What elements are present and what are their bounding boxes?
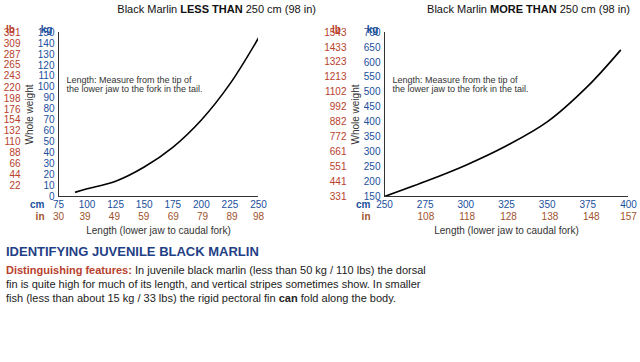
svg-text:325: 325 bbox=[498, 199, 515, 210]
svg-text:350: 350 bbox=[364, 131, 381, 142]
svg-text:88: 88 bbox=[9, 147, 21, 158]
svg-text:89: 89 bbox=[226, 211, 238, 222]
svg-text:265: 265 bbox=[4, 59, 21, 70]
svg-text:39: 39 bbox=[79, 211, 91, 222]
svg-text:331: 331 bbox=[330, 191, 347, 202]
svg-text:992: 992 bbox=[330, 101, 347, 112]
svg-text:kg: kg bbox=[41, 24, 53, 35]
svg-text:661: 661 bbox=[330, 146, 347, 157]
svg-text:125: 125 bbox=[107, 199, 124, 210]
svg-text:250: 250 bbox=[376, 199, 393, 210]
svg-text:0: 0 bbox=[48, 190, 55, 202]
svg-text:375: 375 bbox=[579, 199, 596, 210]
svg-text:110: 110 bbox=[5, 136, 21, 147]
svg-text:157: 157 bbox=[620, 211, 637, 222]
svg-text:80: 80 bbox=[43, 103, 55, 114]
svg-text:176: 176 bbox=[4, 103, 21, 114]
svg-text:650: 650 bbox=[364, 42, 381, 53]
svg-text:450: 450 bbox=[364, 101, 381, 112]
svg-text:cm: cm bbox=[30, 199, 45, 210]
svg-text:10: 10 bbox=[43, 180, 55, 191]
svg-text:59: 59 bbox=[138, 211, 150, 222]
svg-text:350: 350 bbox=[539, 199, 556, 210]
svg-text:44: 44 bbox=[9, 169, 21, 180]
svg-text:Whole weight: Whole weight bbox=[350, 84, 361, 144]
svg-text:Length: Measure from the tip o: Length: Measure from the tip ofthe lower… bbox=[393, 75, 529, 94]
svg-text:Length (lower jaw to caudal fo: Length (lower jaw to caudal fork) bbox=[434, 225, 579, 236]
svg-text:90: 90 bbox=[43, 92, 55, 103]
svg-text:600: 600 bbox=[364, 57, 381, 68]
html-text:Distinguishing features: In ju: Distinguishing features: In juvenile bla… bbox=[6, 264, 426, 304]
svg-text:lb: lb bbox=[332, 24, 341, 35]
svg-text:100: 100 bbox=[38, 81, 55, 92]
svg-text:243: 243 bbox=[4, 70, 21, 81]
svg-text:1102: 1102 bbox=[325, 86, 347, 97]
svg-text:lb: lb bbox=[6, 24, 15, 35]
svg-text:300: 300 bbox=[364, 146, 381, 157]
svg-text:30: 30 bbox=[53, 211, 65, 222]
svg-text:98: 98 bbox=[253, 211, 265, 222]
svg-text:138: 138 bbox=[542, 211, 559, 222]
svg-text:148: 148 bbox=[583, 211, 600, 222]
svg-text:79: 79 bbox=[197, 211, 209, 222]
svg-text:1433: 1433 bbox=[324, 42, 347, 53]
svg-text:250: 250 bbox=[250, 199, 267, 210]
svg-text:154: 154 bbox=[4, 114, 21, 125]
svg-text:100: 100 bbox=[79, 199, 96, 210]
svg-text:128: 128 bbox=[500, 211, 517, 222]
svg-text:150: 150 bbox=[363, 190, 381, 202]
svg-text:75: 75 bbox=[53, 199, 65, 210]
html-text:Black Marlin LESS THAN 250 cm: Black Marlin LESS THAN 250 cm (98 in) bbox=[117, 3, 316, 15]
svg-text:Length: Measure from the tip o: Length: Measure from the tip ofthe lower… bbox=[67, 75, 203, 94]
svg-text:118: 118 bbox=[459, 211, 475, 222]
svg-text:882: 882 bbox=[330, 116, 347, 127]
svg-text:108: 108 bbox=[418, 211, 435, 222]
svg-text:Length (lower jaw to caudal fo: Length (lower jaw to caudal fork) bbox=[86, 225, 231, 236]
svg-text:200: 200 bbox=[193, 199, 210, 210]
svg-text:70: 70 bbox=[43, 114, 55, 125]
svg-text:132: 132 bbox=[4, 125, 21, 136]
svg-text:250: 250 bbox=[364, 161, 381, 172]
svg-text:309: 309 bbox=[4, 38, 21, 49]
svg-text:772: 772 bbox=[330, 131, 347, 142]
svg-text:500: 500 bbox=[364, 86, 381, 97]
html-text:Black Marlin MORE THAN 250 cm: Black Marlin MORE THAN 250 cm (98 in) bbox=[427, 3, 630, 15]
svg-text:49: 49 bbox=[109, 211, 121, 222]
svg-text:22: 22 bbox=[9, 180, 21, 191]
svg-text:198: 198 bbox=[4, 93, 21, 104]
svg-text:200: 200 bbox=[364, 176, 381, 187]
svg-text:30: 30 bbox=[43, 158, 55, 169]
svg-text:1213: 1213 bbox=[324, 71, 347, 82]
svg-text:140: 140 bbox=[38, 38, 55, 49]
svg-text:225: 225 bbox=[222, 199, 239, 210]
svg-text:175: 175 bbox=[164, 199, 181, 210]
svg-text:40: 40 bbox=[43, 147, 55, 158]
svg-text:220: 220 bbox=[4, 82, 21, 93]
svg-text:cm: cm bbox=[356, 199, 371, 210]
svg-text:150: 150 bbox=[136, 199, 153, 210]
html-text:IDENTIFYING JUVENILE BLACK MAR: IDENTIFYING JUVENILE BLACK MARLIN bbox=[6, 244, 259, 259]
svg-text:1323: 1323 bbox=[324, 56, 347, 67]
svg-text:400: 400 bbox=[620, 199, 637, 210]
svg-text:441: 441 bbox=[330, 176, 347, 187]
svg-text:in: in bbox=[362, 211, 371, 222]
svg-text:130: 130 bbox=[38, 49, 55, 60]
svg-text:110: 110 bbox=[39, 70, 55, 81]
svg-text:66: 66 bbox=[9, 158, 21, 169]
svg-text:287: 287 bbox=[4, 49, 21, 60]
svg-text:300: 300 bbox=[457, 199, 474, 210]
svg-text:Whole weight: Whole weight bbox=[24, 84, 35, 144]
svg-text:275: 275 bbox=[417, 199, 434, 210]
svg-text:120: 120 bbox=[38, 60, 55, 71]
svg-text:60: 60 bbox=[43, 125, 55, 136]
svg-text:in: in bbox=[36, 211, 45, 222]
svg-text:50: 50 bbox=[43, 136, 55, 147]
svg-text:400: 400 bbox=[364, 116, 381, 127]
svg-text:69: 69 bbox=[168, 211, 180, 222]
svg-text:551: 551 bbox=[330, 161, 347, 172]
svg-text:550: 550 bbox=[364, 71, 381, 82]
svg-text:20: 20 bbox=[43, 169, 55, 180]
svg-text:1543: 1543 bbox=[324, 26, 347, 38]
svg-text:kg: kg bbox=[367, 24, 379, 35]
